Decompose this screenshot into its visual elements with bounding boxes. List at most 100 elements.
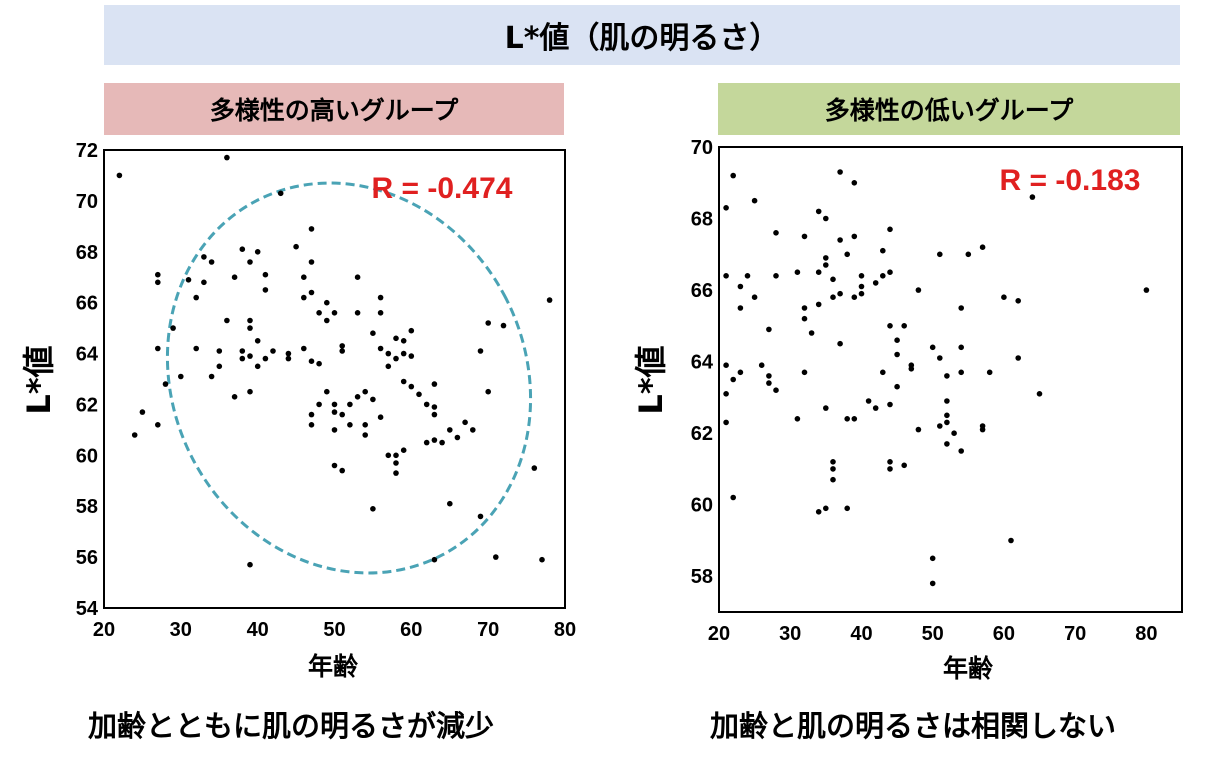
right-data-point xyxy=(1143,287,1150,293)
left-data-point xyxy=(254,338,261,344)
left-data-point xyxy=(247,561,253,568)
left-data-point xyxy=(385,350,392,357)
right-data-point xyxy=(915,287,922,293)
left-data-point xyxy=(477,348,484,354)
right-x-tick-label: 40 xyxy=(850,623,872,645)
left-data-point xyxy=(347,401,353,408)
left-data-point xyxy=(331,462,338,469)
left-data-point xyxy=(308,289,315,296)
left-data-point xyxy=(247,325,253,331)
left-data-point xyxy=(262,271,269,278)
right-data-point xyxy=(887,269,893,276)
left-data-point xyxy=(416,391,422,398)
right-data-point xyxy=(766,326,772,333)
left-data-point xyxy=(254,363,261,370)
left-data-point xyxy=(331,310,338,316)
right-data-point xyxy=(929,555,936,562)
low-diversity-group-label: 多様性の低いグループ xyxy=(718,83,1180,135)
left-y-tick-label: 68 xyxy=(76,242,98,264)
right-data-point xyxy=(830,466,836,472)
left-data-point xyxy=(301,294,307,301)
right-data-point xyxy=(823,505,829,512)
right-data-point xyxy=(858,290,865,297)
left-data-point xyxy=(224,317,230,324)
right-caption: 加齢と肌の明るさは相関しない xyxy=(710,709,1117,743)
left-data-point xyxy=(208,259,215,265)
right-data-point xyxy=(815,208,822,215)
right-x-tick-label: 80 xyxy=(1135,623,1157,645)
left-x-tick-label: 60 xyxy=(400,619,422,641)
left-data-point xyxy=(400,447,407,454)
left-data-point xyxy=(155,345,161,352)
left-data-point xyxy=(316,360,322,367)
main-title: L*値（肌の明るさ） xyxy=(104,5,1180,65)
right-x-tick-label: 70 xyxy=(1064,623,1086,645)
right-data-point xyxy=(801,315,808,322)
right-data-point xyxy=(744,273,751,279)
left-data-point xyxy=(155,279,161,286)
right-data-point xyxy=(1036,391,1043,397)
right-data-point xyxy=(851,180,858,186)
right-data-point xyxy=(766,373,772,379)
left-data-point xyxy=(377,294,384,301)
left-data-point xyxy=(239,348,246,354)
left-data-point xyxy=(539,556,545,563)
left-y-tick-label: 58 xyxy=(76,496,98,518)
right-r-value: R = -0.183 xyxy=(1000,164,1141,197)
left-data-point xyxy=(308,411,315,418)
right-data-point xyxy=(944,441,950,447)
right-data-point xyxy=(723,273,729,279)
right-data-point xyxy=(837,340,843,347)
right-data-point xyxy=(872,405,879,411)
left-data-point xyxy=(431,381,438,387)
left-data-point xyxy=(316,401,322,408)
left-data-point xyxy=(316,310,322,316)
right-plot-area xyxy=(718,146,1183,613)
right-x-tick-label: 20 xyxy=(708,623,730,645)
left-data-point xyxy=(408,353,415,359)
left-data-point xyxy=(254,249,261,255)
right-data-point xyxy=(801,305,808,311)
left-data-point xyxy=(262,355,269,362)
left-data-point xyxy=(439,439,445,446)
left-data-point xyxy=(377,414,384,421)
right-data-point xyxy=(830,294,836,301)
left-data-point xyxy=(308,226,315,232)
left-data-point xyxy=(354,394,361,400)
right-data-point xyxy=(830,459,836,465)
left-y-tick-label: 60 xyxy=(76,445,98,467)
right-data-point xyxy=(979,426,986,433)
left-data-point xyxy=(285,350,292,357)
right-data-point xyxy=(1015,355,1021,361)
left-y-tick-label: 70 xyxy=(76,191,98,213)
left-data-point xyxy=(308,422,315,428)
left-data-point xyxy=(247,259,253,265)
left-data-point xyxy=(285,355,292,362)
left-data-point xyxy=(239,246,246,252)
right-y-tick-label: 70 xyxy=(691,137,713,159)
right-y-axis-label: L*値 xyxy=(632,345,670,414)
right-data-point xyxy=(858,273,865,279)
left-data-point xyxy=(462,419,468,426)
left-data-point xyxy=(347,422,353,428)
right-data-point xyxy=(894,351,900,358)
right-data-point xyxy=(1008,537,1014,544)
left-data-point xyxy=(393,355,399,362)
left-data-point xyxy=(362,422,369,428)
right-data-point xyxy=(751,197,758,204)
right-data-point xyxy=(880,369,886,376)
right-y-tick-label: 66 xyxy=(691,280,713,302)
right-data-point xyxy=(844,251,850,258)
right-data-point xyxy=(958,369,964,376)
left-data-point xyxy=(400,378,407,385)
right-data-point xyxy=(887,459,893,465)
left-data-point xyxy=(408,383,415,390)
right-data-point xyxy=(837,290,843,297)
right-data-point xyxy=(823,255,829,261)
left-data-point xyxy=(447,500,453,507)
left-data-point xyxy=(454,434,461,441)
left-data-point xyxy=(277,190,284,197)
right-data-point xyxy=(880,273,886,279)
left-data-point xyxy=(231,274,238,281)
left-data-point xyxy=(178,373,184,380)
